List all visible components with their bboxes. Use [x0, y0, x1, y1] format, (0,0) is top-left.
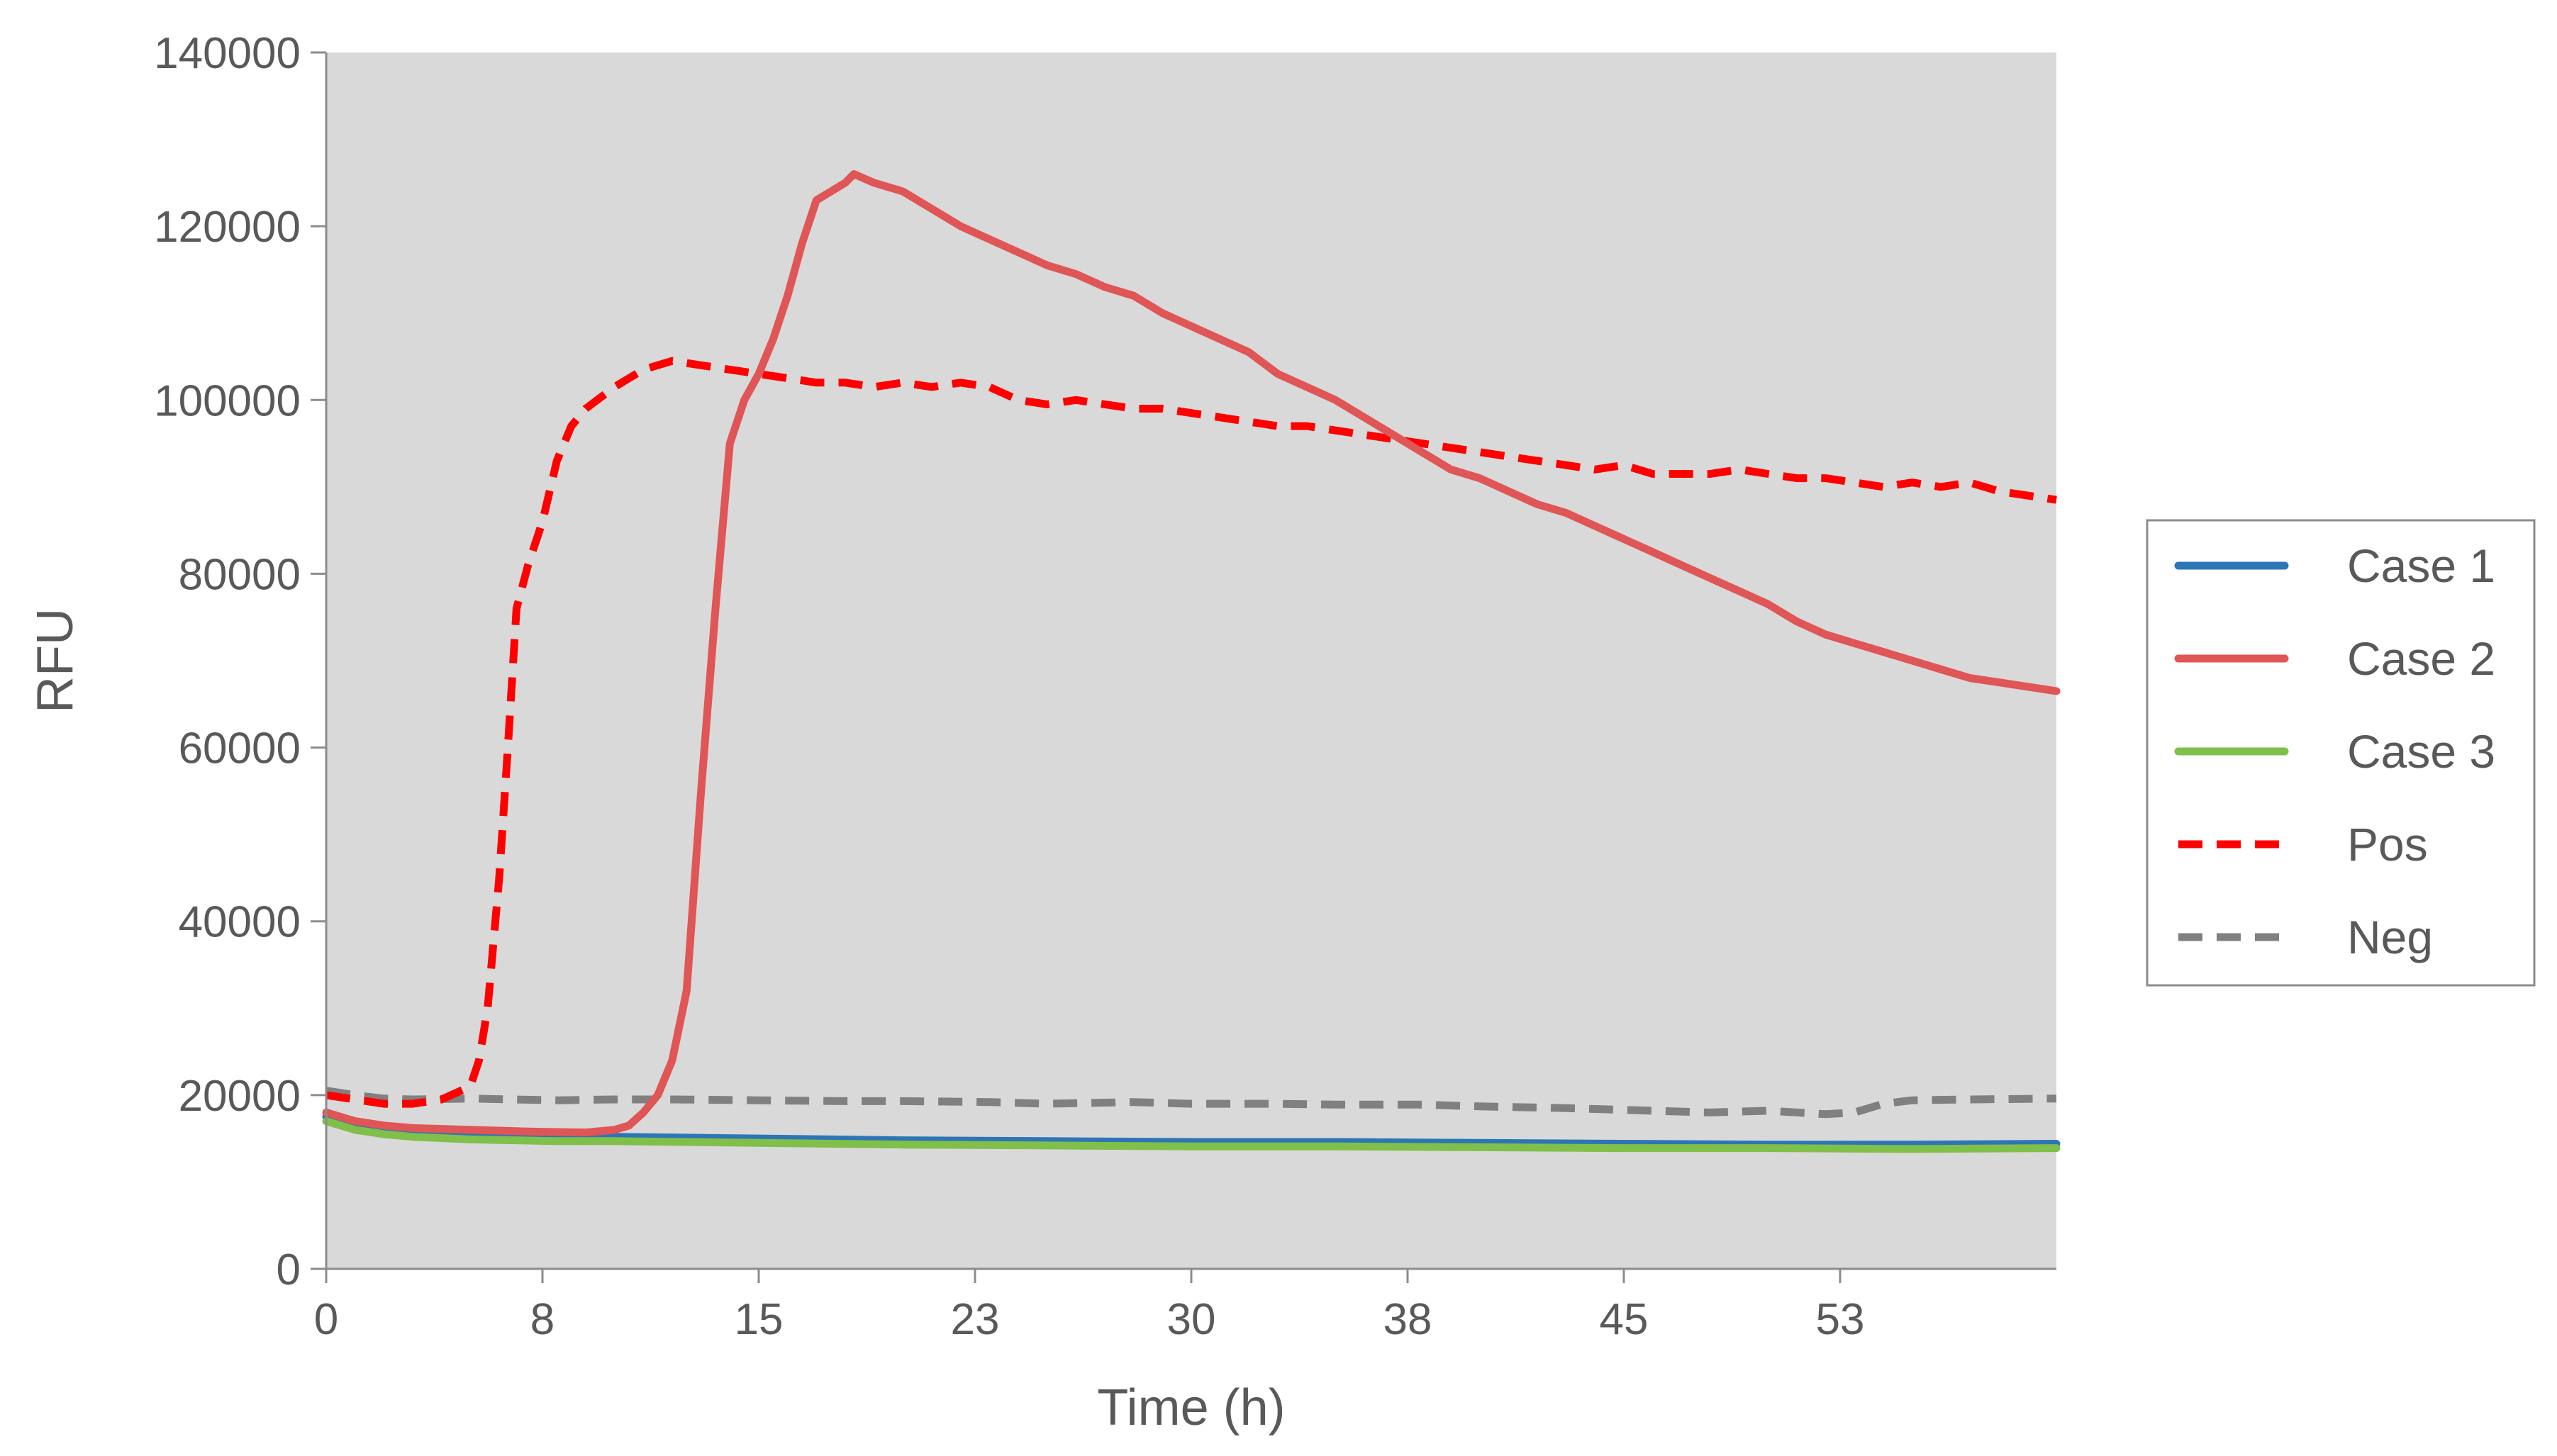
legend: Case 1 Case 2 Case 3 Pos Neg: [2146, 519, 2536, 987]
y-tick-label: 100000: [154, 376, 301, 425]
y-tick-label: 60000: [179, 724, 301, 773]
x-tick-label: 8: [530, 1295, 555, 1344]
legend-label-case-1: Case 1: [2347, 539, 2495, 592]
x-tick-label: 38: [1383, 1295, 1432, 1344]
legend-label-neg: Neg: [2347, 911, 2433, 963]
series-line-case-2: [322, 170, 2061, 1137]
x-tick-label: 45: [1600, 1295, 1649, 1344]
x-tick-label: 30: [1167, 1295, 1216, 1344]
x-tick-label: 53: [1816, 1295, 1865, 1344]
legend-label-pos: Pos: [2347, 818, 2428, 870]
x-tick-label: 0: [314, 1295, 338, 1344]
series-line-pos: [325, 357, 2057, 1108]
series-line-case-3: [322, 1117, 2061, 1153]
y-tick-label: 20000: [179, 1072, 301, 1121]
y-tick-label: 80000: [179, 550, 301, 599]
legend-label-case-2: Case 2: [2347, 632, 2495, 685]
legend-label-case-3: Case 3: [2347, 725, 2495, 778]
x-axis-ticks: 0 8 15 23 30 38 45 53: [314, 1269, 1865, 1344]
series-line-neg: [325, 1087, 2057, 1119]
y-axis-title: RFU: [27, 608, 84, 713]
y-axis-ticks: 0 20000 40000 60000 80000 100000 120000 140000: [154, 29, 326, 1294]
x-axis-title: Time (h): [1097, 1379, 1285, 1436]
x-tick-label: 15: [735, 1295, 784, 1344]
y-tick-label: 140000: [154, 29, 301, 78]
series-layer: [322, 170, 2061, 1153]
y-tick-label: 0: [277, 1245, 301, 1294]
y-tick-label: 120000: [154, 203, 301, 252]
plot-area: [326, 52, 2056, 1269]
x-tick-label: 23: [951, 1295, 1000, 1344]
y-tick-label: 40000: [179, 898, 301, 947]
